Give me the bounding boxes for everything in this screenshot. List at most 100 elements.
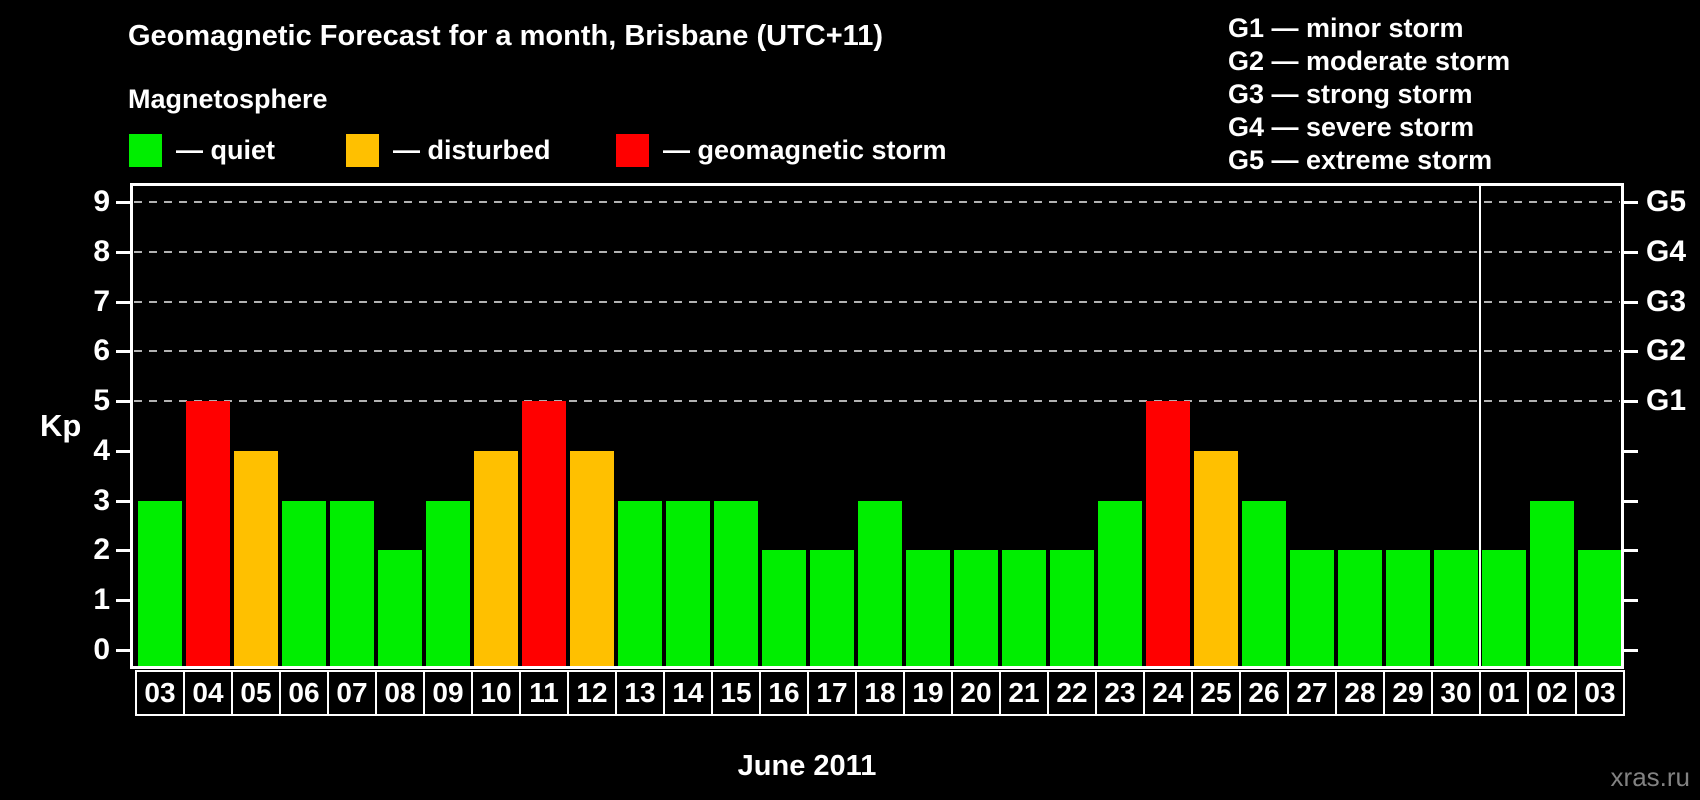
gridline-kp8 — [134, 250, 1620, 253]
y-tick-label-5: 5 — [93, 384, 110, 418]
day-label-cell-17: 20 — [951, 670, 1001, 716]
kp-bar-day-17 — [810, 550, 854, 669]
kp-bar-day-16 — [762, 550, 806, 669]
month-separator — [1479, 183, 1481, 669]
y-tick-label-8: 8 — [93, 234, 110, 268]
g-axis-label-G5: G5 — [1646, 184, 1687, 218]
kp-bar-day-15 — [714, 500, 758, 669]
y-axis-tick-5 — [116, 400, 130, 404]
y-tick-label-9: 9 — [93, 184, 110, 218]
day-label-cell-10: 13 — [615, 670, 665, 716]
kp-bar-day-26 — [1242, 500, 1286, 669]
chart-title: Geomagnetic Forecast for a month, Brisba… — [128, 20, 883, 52]
y-axis-tick-2 — [116, 549, 130, 553]
gridline-kp9 — [134, 200, 1620, 203]
legend-label-quiet: — quiet — [176, 135, 275, 165]
kp-bar-day-06 — [282, 500, 326, 669]
kp-bar-day-25 — [1194, 450, 1238, 669]
y-axis-tick-6 — [116, 350, 130, 354]
right-axis-tick-9 — [1624, 200, 1638, 204]
right-axis-tick-1 — [1624, 599, 1638, 603]
kp-bar-day-28 — [1338, 550, 1382, 669]
day-label-cell-19: 22 — [1047, 670, 1097, 716]
g-scale-legend: G1 — minor storm G2 — moderate storm G3 — … — [1228, 12, 1510, 177]
legend-item-disturbed: — disturbed — [346, 134, 551, 167]
y-tick-label-2: 2 — [93, 533, 110, 567]
day-label-cell-22: 25 — [1191, 670, 1241, 716]
day-label-cell-7: 10 — [471, 670, 521, 716]
kp-bar-day-07 — [330, 500, 374, 669]
day-label-cell-5: 08 — [375, 670, 425, 716]
day-label-cell-27: 30 — [1431, 670, 1481, 716]
kp-bar-day-18 — [858, 500, 902, 669]
day-label-cell-26: 29 — [1383, 670, 1433, 716]
kp-bar-day-13 — [618, 500, 662, 669]
right-axis-tick-5 — [1624, 400, 1638, 404]
day-label-cell-30: 03 — [1575, 670, 1625, 716]
gridline-kp5 — [134, 400, 1620, 403]
right-axis-tick-4 — [1624, 449, 1638, 453]
gridline-kp6 — [134, 350, 1620, 353]
kp-bar-day-01 — [1482, 550, 1526, 669]
kp-bar-day-27 — [1290, 550, 1334, 669]
kp-bar-day-22 — [1050, 550, 1094, 669]
right-axis-tick-3 — [1624, 499, 1638, 503]
kp-bar-day-30 — [1434, 550, 1478, 669]
day-label-cell-9: 12 — [567, 670, 617, 716]
gridline-kp7 — [134, 300, 1620, 303]
day-label-cell-29: 02 — [1527, 670, 1577, 716]
g-legend-row-2: G2 — moderate storm — [1228, 46, 1511, 76]
g-legend-row-4: G4 — severe storm — [1228, 112, 1475, 142]
right-axis-tick-2 — [1624, 549, 1638, 553]
y-tick-label-0: 0 — [93, 633, 110, 666]
y-tick-label-6: 6 — [93, 334, 110, 368]
g-legend-row-1: G1 — minor storm — [1228, 13, 1464, 43]
legend-label-storm: — geomagnetic storm — [663, 135, 947, 165]
day-label-cell-6: 09 — [423, 670, 473, 716]
storm-color-swatch — [616, 134, 649, 167]
day-label-cell-4: 07 — [327, 670, 377, 716]
legend-label-disturbed: — disturbed — [393, 135, 551, 165]
y-tick-label-7: 7 — [93, 284, 110, 318]
day-label-cell-8: 11 — [519, 670, 569, 716]
kp-bar-day-08 — [378, 550, 422, 669]
kp-bar-day-19 — [906, 550, 950, 669]
kp-bar-day-03 — [138, 500, 182, 669]
right-axis-tick-6 — [1624, 350, 1638, 354]
day-label-cell-23: 26 — [1239, 670, 1289, 716]
y-tick-label-3: 3 — [93, 483, 110, 517]
g-legend-row-5: G5 — extreme storm — [1228, 145, 1493, 175]
plot-area — [130, 183, 1624, 669]
day-label-cell-21: 24 — [1143, 670, 1193, 716]
day-label-cell-11: 14 — [663, 670, 713, 716]
kp-bar-day-11 — [522, 401, 566, 669]
kp-bar-day-23 — [1098, 500, 1142, 669]
kp-bar-day-21 — [1002, 550, 1046, 669]
month-label: June 2011 — [737, 750, 877, 782]
kp-bar-day-09 — [426, 500, 470, 669]
legend-item-storm: — geomagnetic storm — [616, 134, 947, 167]
g-legend-row-3: G3 — strong storm — [1228, 79, 1473, 109]
kp-bar-day-03 — [1578, 550, 1622, 669]
day-label-cell-20: 23 — [1095, 670, 1145, 716]
day-label-cell-28: 01 — [1479, 670, 1529, 716]
kp-bar-day-02 — [1530, 500, 1574, 669]
right-axis-tick-0 — [1624, 649, 1638, 652]
y-axis-tick-7 — [116, 300, 130, 304]
quiet-color-swatch — [129, 134, 162, 167]
kp-bar-day-29 — [1386, 550, 1430, 669]
right-axis-tick-7 — [1624, 300, 1638, 304]
kp-bar-day-04 — [186, 401, 230, 669]
day-label-cell-16: 19 — [903, 670, 953, 716]
day-label-cell-3: 06 — [279, 670, 329, 716]
kp-bar-day-12 — [570, 450, 614, 669]
kp-bar-day-10 — [474, 450, 518, 669]
day-label-cell-24: 27 — [1287, 670, 1337, 716]
day-label-cell-2: 05 — [231, 670, 281, 716]
x-axis-day-labels: 03 04 05 06 07 08 09 10 11 12 13 14 15 16 17 18 19 20 21 22… — [135, 670, 1625, 716]
y-axis-tick-0 — [116, 649, 130, 652]
y-tick-label-4: 4 — [93, 433, 110, 467]
g-axis-label-G1: G1 — [1646, 384, 1687, 418]
day-label-cell-15: 18 — [855, 670, 905, 716]
watermark: xras.ru — [1610, 762, 1690, 792]
